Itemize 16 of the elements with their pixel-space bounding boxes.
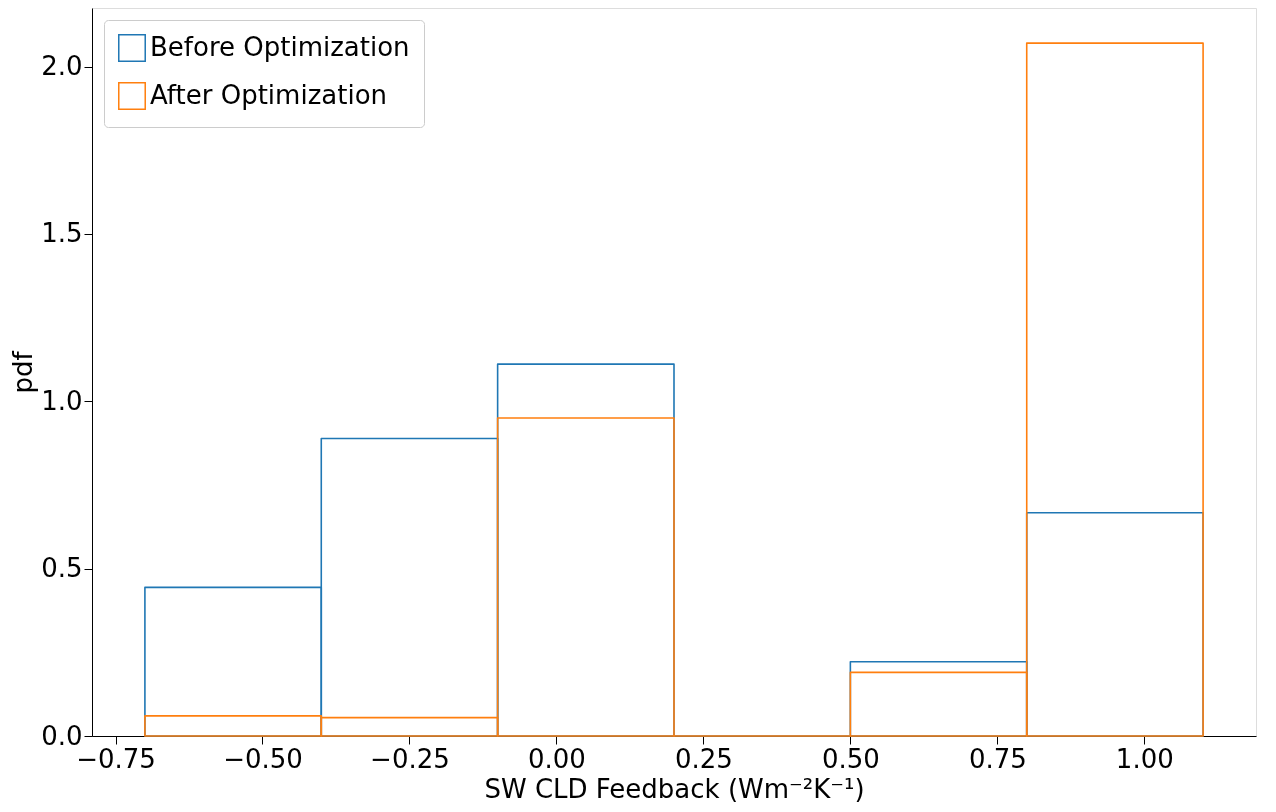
x-tick-label: 0.25	[674, 743, 733, 774]
x-tick-label: 0.75	[968, 743, 1027, 774]
y-tick-label: 2.0	[41, 51, 83, 82]
y-axis-title: pdf	[8, 350, 39, 394]
x-tick-label: −0.25	[370, 743, 450, 774]
y-tick-label: 1.0	[41, 385, 83, 416]
y-tick-label: 1.5	[41, 218, 83, 249]
x-tick-label: 0.00	[527, 743, 586, 774]
y-tick-label: 0.0	[41, 720, 83, 751]
x-axis-title: SW CLD Feedback (Wm⁻²K⁻¹)	[484, 773, 865, 804]
x-tick-label: 0.50	[821, 743, 880, 774]
x-tick-label: −0.50	[223, 743, 303, 774]
x-tick-label: 1.00	[1115, 743, 1174, 774]
legend-label: Before Optimization	[150, 32, 410, 62]
legend-label: After Optimization	[150, 80, 388, 110]
y-tick-label: 0.5	[41, 553, 83, 584]
